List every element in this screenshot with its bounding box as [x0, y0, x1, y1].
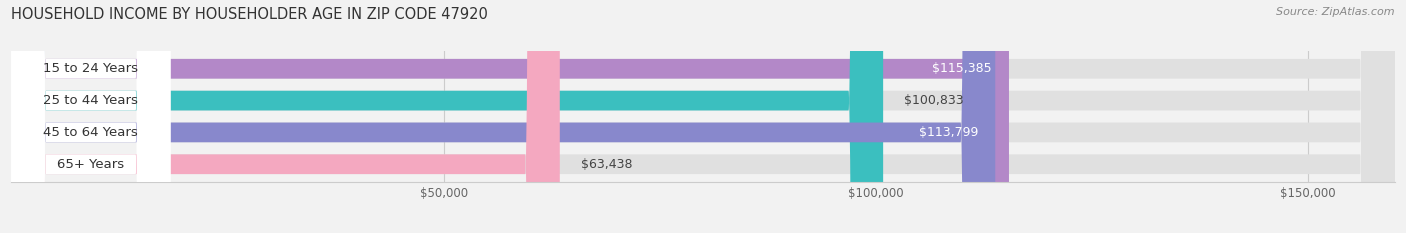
FancyBboxPatch shape — [11, 0, 883, 233]
FancyBboxPatch shape — [11, 0, 1395, 233]
FancyBboxPatch shape — [11, 0, 995, 233]
FancyBboxPatch shape — [11, 0, 1395, 233]
Text: 45 to 64 Years: 45 to 64 Years — [44, 126, 138, 139]
Text: HOUSEHOLD INCOME BY HOUSEHOLDER AGE IN ZIP CODE 47920: HOUSEHOLD INCOME BY HOUSEHOLDER AGE IN Z… — [11, 7, 488, 22]
FancyBboxPatch shape — [11, 0, 170, 233]
Text: 65+ Years: 65+ Years — [58, 158, 124, 171]
Text: 25 to 44 Years: 25 to 44 Years — [44, 94, 138, 107]
Text: $115,385: $115,385 — [932, 62, 991, 75]
FancyBboxPatch shape — [11, 0, 1010, 233]
FancyBboxPatch shape — [11, 0, 1395, 233]
Text: 15 to 24 Years: 15 to 24 Years — [44, 62, 138, 75]
FancyBboxPatch shape — [11, 0, 170, 233]
FancyBboxPatch shape — [11, 0, 170, 233]
FancyBboxPatch shape — [11, 0, 560, 233]
Text: $63,438: $63,438 — [581, 158, 633, 171]
FancyBboxPatch shape — [11, 0, 1395, 233]
Text: Source: ZipAtlas.com: Source: ZipAtlas.com — [1277, 7, 1395, 17]
FancyBboxPatch shape — [11, 0, 170, 233]
Text: $113,799: $113,799 — [918, 126, 979, 139]
Text: $100,833: $100,833 — [904, 94, 963, 107]
